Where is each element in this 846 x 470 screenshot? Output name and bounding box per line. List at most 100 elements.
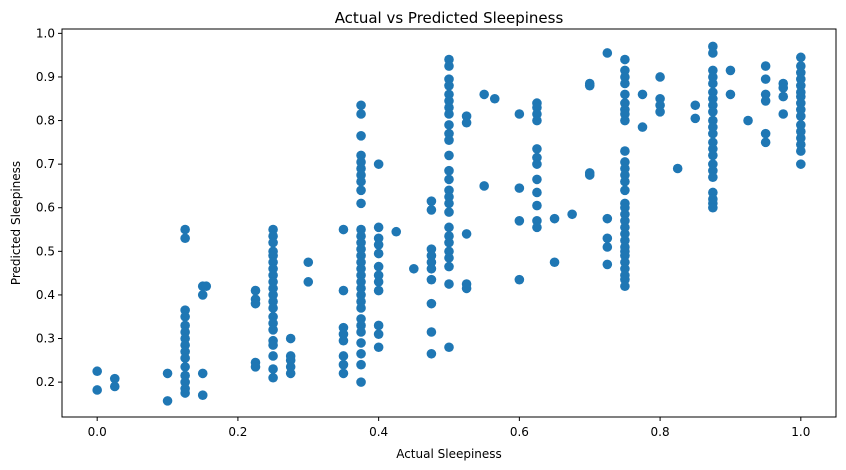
- data-point: [356, 327, 366, 337]
- data-point: [550, 214, 560, 224]
- data-point: [515, 216, 525, 226]
- data-point: [585, 81, 595, 91]
- data-point: [286, 369, 296, 379]
- data-point: [620, 186, 630, 196]
- data-point: [673, 164, 683, 174]
- data-point: [515, 109, 525, 119]
- data-point: [444, 120, 454, 130]
- data-point: [339, 286, 349, 296]
- data-point: [374, 159, 384, 169]
- data-point: [444, 279, 454, 289]
- data-point: [490, 94, 500, 104]
- data-point: [92, 366, 102, 376]
- data-point: [444, 61, 454, 71]
- data-point: [339, 351, 349, 361]
- data-point: [796, 53, 806, 63]
- data-point: [374, 329, 384, 339]
- data-point: [374, 240, 384, 250]
- data-point: [286, 334, 296, 344]
- data-point: [778, 109, 788, 119]
- data-point: [708, 172, 718, 182]
- data-point: [268, 351, 278, 361]
- data-point: [444, 81, 454, 91]
- data-point: [427, 196, 437, 206]
- data-point: [603, 233, 613, 243]
- y-tick-label: 0.4: [36, 288, 55, 302]
- data-point: [339, 336, 349, 346]
- data-point: [462, 229, 472, 239]
- data-point: [444, 262, 454, 272]
- data-point: [427, 275, 437, 285]
- data-point: [462, 284, 472, 294]
- data-point: [620, 55, 630, 65]
- data-point: [356, 186, 366, 196]
- data-point: [761, 74, 771, 84]
- data-point: [444, 342, 454, 352]
- data-point: [655, 107, 665, 117]
- y-tick-label: 0.9: [36, 70, 55, 84]
- data-point: [339, 225, 349, 235]
- data-point: [374, 262, 384, 272]
- data-point: [708, 107, 718, 117]
- data-point: [708, 79, 718, 89]
- data-point: [374, 223, 384, 233]
- data-point: [409, 264, 419, 274]
- data-point: [550, 257, 560, 267]
- data-point: [620, 90, 630, 100]
- data-point: [532, 159, 542, 169]
- x-tick-label: 0.4: [369, 425, 388, 439]
- data-point: [356, 338, 366, 348]
- data-point: [391, 227, 401, 237]
- x-tick-label: 0.6: [510, 425, 529, 439]
- y-axis: 0.2 0.3 0.4 0.5 0.6 0.7 0.8 0.9 1.0: [36, 26, 62, 389]
- data-point: [532, 116, 542, 126]
- data-point: [532, 175, 542, 185]
- data-point: [427, 264, 437, 274]
- data-point: [603, 214, 613, 224]
- data-point: [374, 321, 384, 331]
- data-point: [585, 170, 595, 180]
- data-point: [708, 48, 718, 58]
- data-point: [180, 233, 190, 243]
- data-point: [356, 377, 366, 387]
- data-point: [479, 181, 489, 191]
- data-point: [620, 281, 630, 291]
- y-tick-label: 0.8: [36, 114, 55, 128]
- data-point: [339, 369, 349, 379]
- data-point: [638, 122, 648, 132]
- data-point: [180, 388, 190, 398]
- data-point: [655, 72, 665, 82]
- data-point: [726, 66, 736, 76]
- data-point: [251, 362, 261, 372]
- data-point: [180, 225, 190, 235]
- data-point: [532, 201, 542, 211]
- data-point: [339, 360, 349, 370]
- data-point: [603, 242, 613, 252]
- data-point: [356, 349, 366, 359]
- data-point: [163, 369, 173, 379]
- data-point: [444, 175, 454, 185]
- data-point: [708, 151, 718, 161]
- data-point: [198, 290, 208, 300]
- data-point: [515, 183, 525, 193]
- data-point: [515, 275, 525, 285]
- data-point: [444, 238, 454, 248]
- data-point: [708, 129, 718, 139]
- data-point: [796, 159, 806, 169]
- y-tick-label: 1.0: [36, 26, 55, 40]
- data-point: [251, 286, 261, 296]
- data-point: [356, 199, 366, 209]
- data-point: [268, 373, 278, 383]
- data-point: [427, 349, 437, 359]
- data-point: [374, 342, 384, 352]
- data-point: [198, 390, 208, 400]
- data-point: [761, 61, 771, 71]
- data-point: [92, 385, 102, 395]
- data-point: [198, 369, 208, 379]
- data-point: [743, 116, 753, 126]
- data-point: [726, 90, 736, 100]
- data-point: [479, 90, 489, 100]
- data-point: [444, 151, 454, 161]
- data-point: [303, 277, 313, 287]
